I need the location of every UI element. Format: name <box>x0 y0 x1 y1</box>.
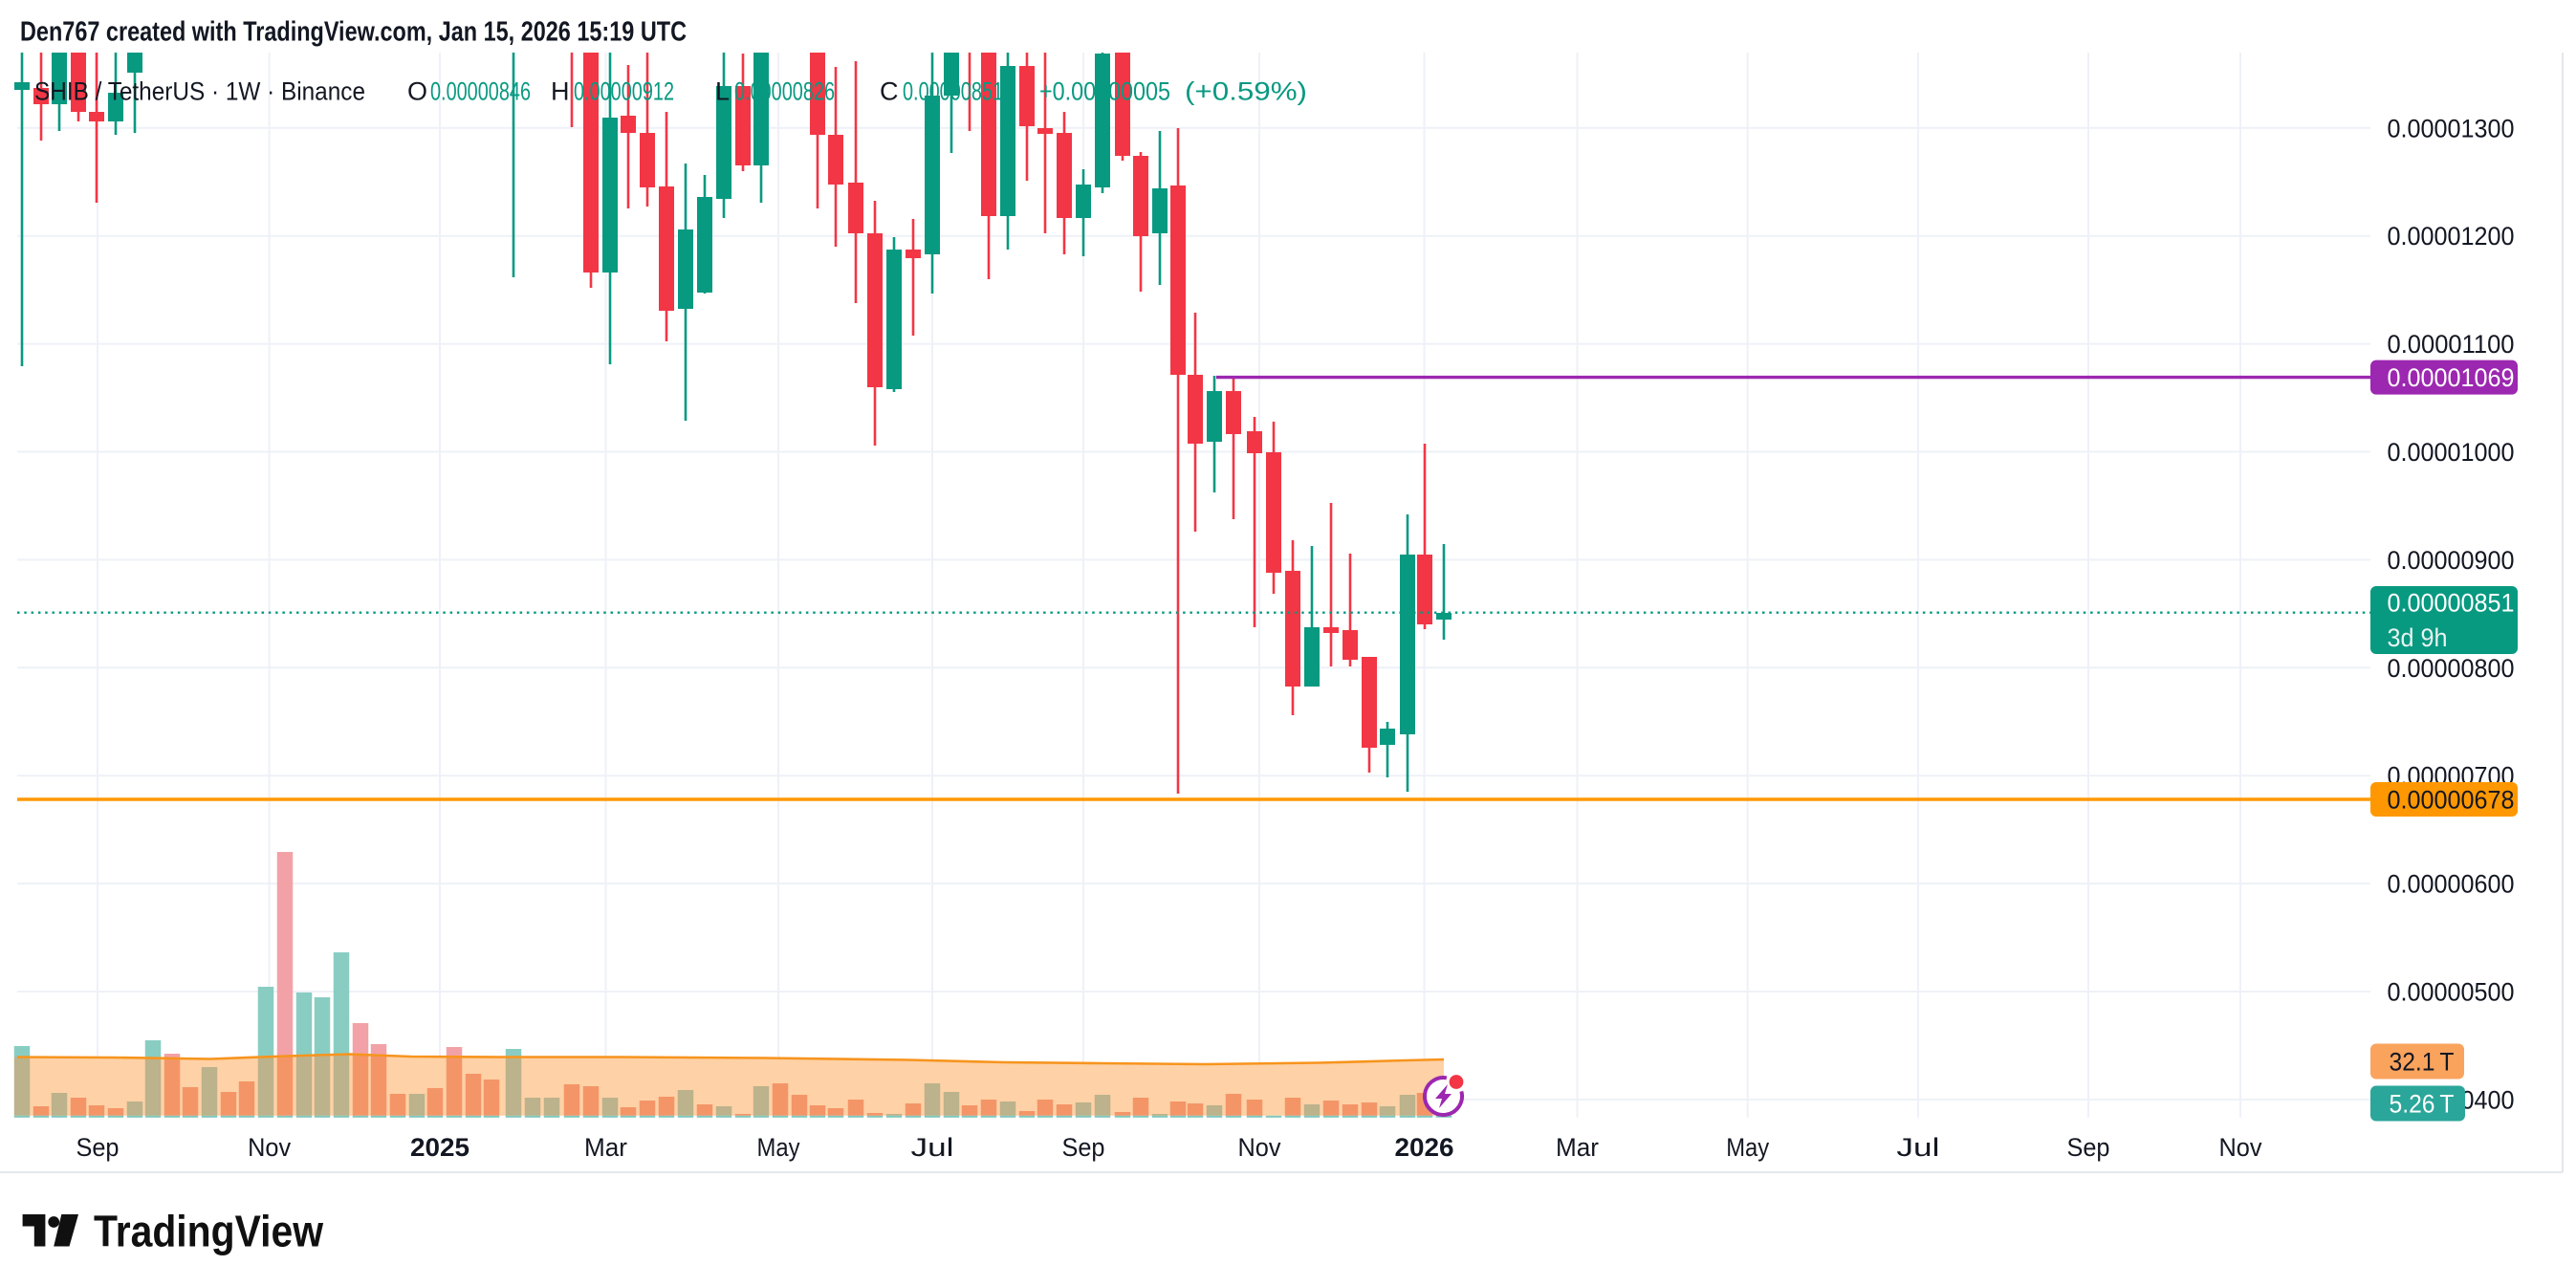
svg-text:Jul: Jul <box>911 1133 954 1162</box>
svg-text:Nov: Nov <box>1238 1133 1281 1162</box>
svg-text:0.00000851: 0.00000851 <box>2388 588 2515 617</box>
svg-text:Nov: Nov <box>2219 1133 2262 1162</box>
svg-text:0.00001100: 0.00001100 <box>2388 330 2515 359</box>
svg-text:Sep: Sep <box>76 1133 120 1162</box>
svg-text:0.00000900: 0.00000900 <box>2388 546 2515 575</box>
svg-text:Sep: Sep <box>2067 1133 2110 1162</box>
svg-text:May: May <box>1726 1133 1769 1162</box>
svg-text:Nov: Nov <box>248 1133 291 1162</box>
svg-text:Mar: Mar <box>584 1133 627 1162</box>
svg-text:Sep: Sep <box>1062 1133 1105 1162</box>
svg-text:Mar: Mar <box>1556 1133 1599 1162</box>
svg-text:0.00000678: 0.00000678 <box>2388 785 2515 814</box>
svg-text:0.00001000: 0.00001000 <box>2388 438 2515 467</box>
svg-text:TradingView: TradingView <box>94 1207 324 1256</box>
svg-text:0.00000800: 0.00000800 <box>2388 654 2515 683</box>
svg-text:3d 9h: 3d 9h <box>2388 623 2448 652</box>
svg-text:0.00001069: 0.00001069 <box>2388 363 2515 392</box>
svg-text:May: May <box>757 1133 800 1162</box>
svg-text:0.00001300: 0.00001300 <box>2388 114 2515 142</box>
svg-text:2025: 2025 <box>410 1133 469 1162</box>
svg-text:0.00000500: 0.00000500 <box>2388 978 2515 1007</box>
svg-text:32.1 T: 32.1 T <box>2390 1048 2455 1077</box>
svg-text:5.26 T: 5.26 T <box>2390 1090 2455 1119</box>
svg-text:2026: 2026 <box>1395 1133 1454 1162</box>
svg-text:SHIB / TetherUS · 1W · Binance: SHIB / TetherUS · 1W · Binance O 0.0000084… <box>34 77 1307 106</box>
svg-text:0.00001200: 0.00001200 <box>2388 222 2515 251</box>
svg-text:Den767 created with TradingVie: Den767 created with TradingView.com, Jan… <box>20 17 687 48</box>
svg-text:Jul: Jul <box>1896 1133 1939 1162</box>
svg-text:0.00000600: 0.00000600 <box>2388 870 2515 899</box>
